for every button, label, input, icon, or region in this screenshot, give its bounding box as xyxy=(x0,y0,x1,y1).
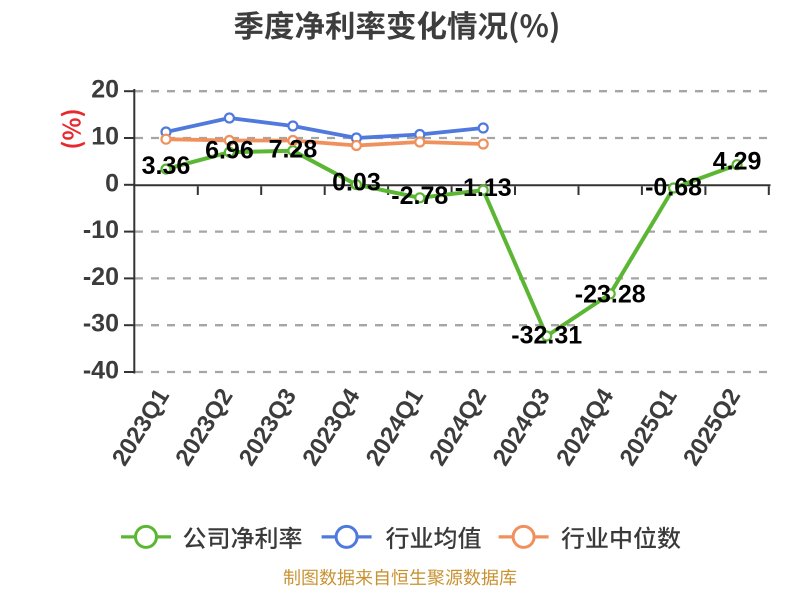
svg-text:-30: -30 xyxy=(83,310,119,338)
svg-text:10: 10 xyxy=(91,123,119,151)
svg-text:-40: -40 xyxy=(83,357,119,385)
svg-text:-10: -10 xyxy=(83,216,119,244)
svg-text:3.36: 3.36 xyxy=(142,152,191,180)
svg-text:-23.28: -23.28 xyxy=(575,281,646,309)
svg-text:6.96: 6.96 xyxy=(205,137,254,165)
svg-text:4.29: 4.29 xyxy=(713,148,762,176)
svg-text:-2.78: -2.78 xyxy=(391,182,448,210)
svg-text:-32.31: -32.31 xyxy=(511,322,582,350)
svg-text:0.03: 0.03 xyxy=(332,168,381,196)
svg-text:-0.68: -0.68 xyxy=(645,174,702,202)
svg-text:-20: -20 xyxy=(83,263,119,291)
svg-text:-1.13: -1.13 xyxy=(455,174,512,202)
svg-text:0: 0 xyxy=(105,169,119,197)
svg-text:7.28: 7.28 xyxy=(269,136,318,164)
svg-text:20: 20 xyxy=(91,76,119,104)
